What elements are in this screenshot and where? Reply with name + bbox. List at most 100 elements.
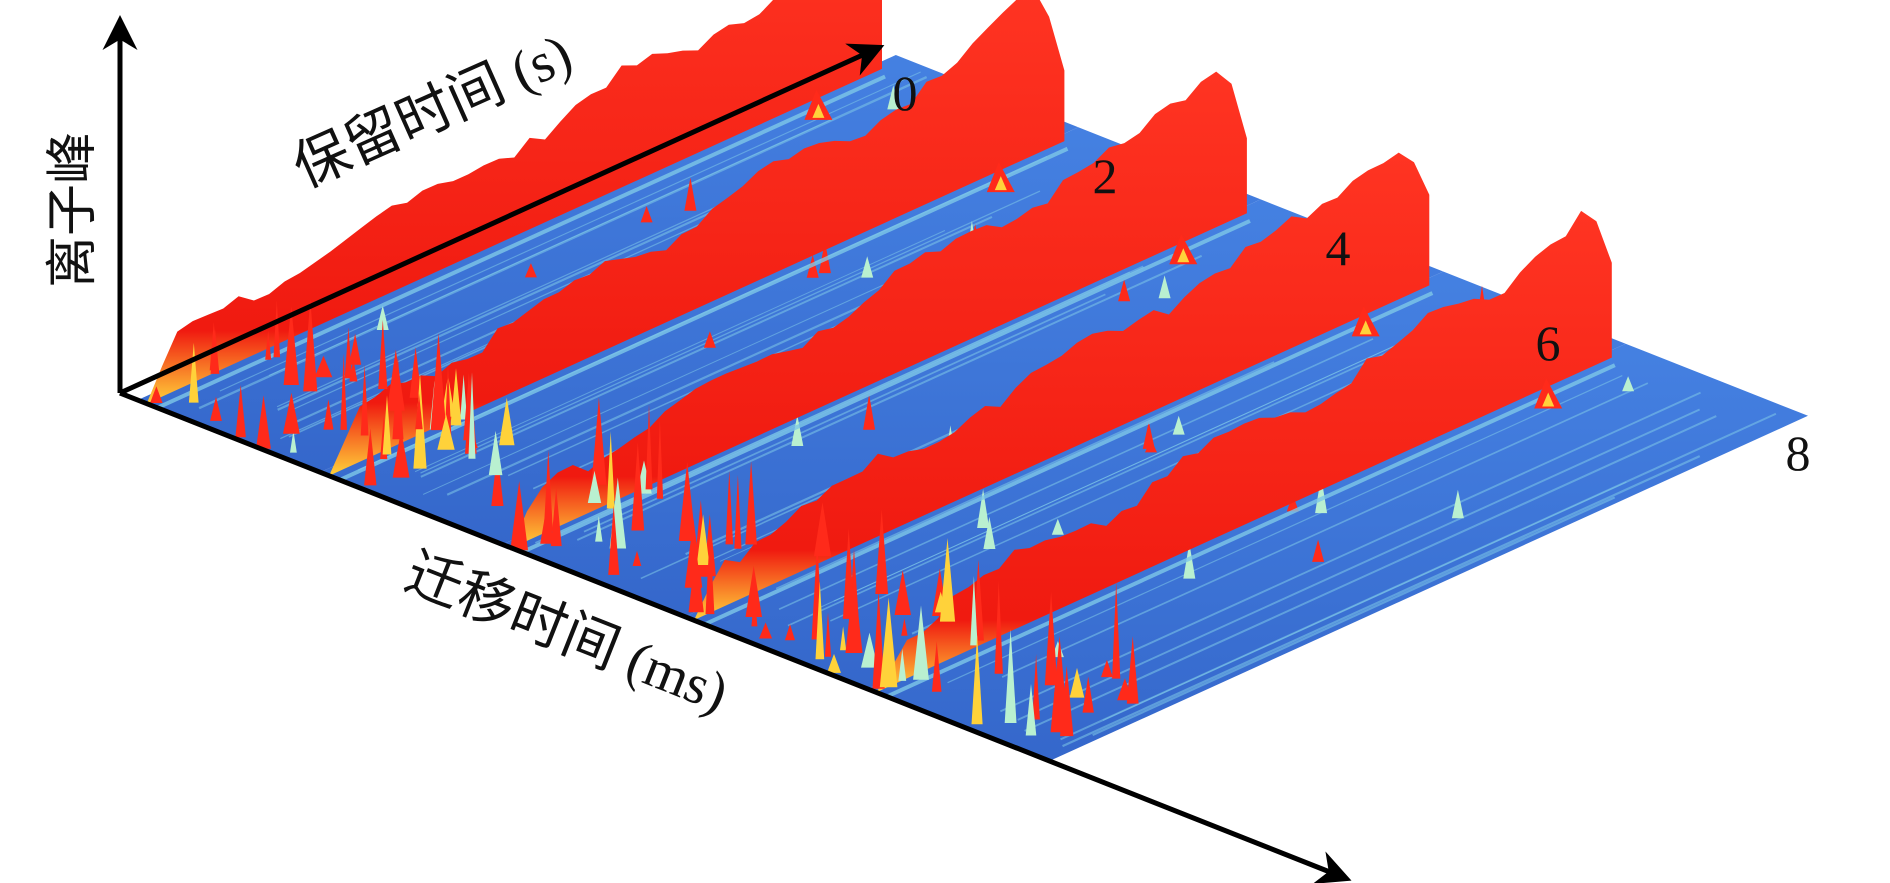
front-spike — [450, 368, 462, 426]
slice-streak — [1024, 415, 1717, 732]
front-spike — [939, 538, 956, 622]
front-spike — [437, 414, 455, 450]
front-spike — [210, 396, 222, 421]
retention-ridge — [876, 210, 1612, 693]
front-spike — [913, 605, 929, 680]
front-spike — [934, 591, 947, 613]
slice-streak — [775, 361, 1275, 590]
minor-peak — [887, 85, 900, 110]
ridge-base-streak — [521, 219, 1251, 554]
front-spike — [510, 481, 528, 551]
front-spike — [840, 626, 847, 651]
slice-plane — [867, 343, 1808, 761]
retention-ridge — [694, 152, 1430, 620]
front-spike — [1126, 636, 1139, 704]
series-label: 4 — [1326, 220, 1351, 276]
minor-peak — [1158, 275, 1171, 299]
slice-streak — [576, 254, 1203, 541]
front-spike — [688, 548, 704, 613]
slice-streak — [1092, 496, 1616, 737]
front-spike — [745, 461, 757, 545]
front-spike — [460, 374, 468, 420]
retention-ridge — [511, 71, 1247, 548]
slice-streak — [947, 375, 1623, 684]
front-spike — [340, 353, 347, 430]
front-spike — [587, 470, 602, 503]
front-spike — [382, 395, 392, 455]
slice-streak — [1060, 412, 1777, 741]
front-spike — [150, 386, 163, 403]
front-spike — [1069, 667, 1085, 698]
front-spike — [364, 428, 377, 486]
front-spike — [970, 576, 978, 646]
front-spike — [303, 299, 318, 392]
front-spike — [1117, 678, 1133, 701]
front-spike — [550, 487, 562, 547]
minor-peak — [1142, 421, 1155, 449]
front-spike — [392, 429, 410, 478]
minor-peak — [977, 489, 990, 528]
front-spike — [349, 359, 358, 382]
ridge-base-streak — [886, 363, 1616, 699]
front-spike — [1044, 591, 1058, 686]
minor-peak — [1315, 476, 1328, 514]
front-spike — [842, 528, 855, 619]
retention-ridge — [329, 0, 1065, 476]
front-spike — [813, 502, 832, 557]
front-spike — [209, 322, 218, 371]
front-spike — [875, 509, 889, 594]
front-spike — [931, 641, 942, 692]
front-spike — [540, 503, 554, 544]
front-spike — [1032, 654, 1040, 720]
minor-peak — [1118, 279, 1131, 302]
front-spike — [256, 395, 271, 449]
front-spike — [994, 580, 1003, 674]
front-spike — [392, 357, 404, 440]
hot-spot-core — [994, 176, 1007, 191]
z-axis-label: 离子峰 — [45, 132, 102, 288]
front-spike — [901, 618, 908, 636]
front-spike — [872, 590, 885, 689]
minor-peak — [1451, 489, 1464, 519]
front-spike — [1025, 683, 1037, 736]
front-spike — [409, 347, 422, 398]
front-spike — [827, 653, 841, 673]
slice-streak — [198, 75, 928, 410]
front-spike — [378, 319, 388, 389]
front-spike — [468, 372, 476, 459]
minor-peak — [861, 256, 874, 278]
series-label: 6 — [1536, 315, 1561, 371]
minor-peak — [863, 394, 876, 430]
series-labels: 0 2 4 6 8 — [893, 65, 1811, 481]
front-spike — [273, 300, 281, 358]
front-spike — [631, 442, 645, 531]
minor-peak — [684, 177, 697, 211]
front-spike — [591, 397, 607, 485]
slice-streak — [268, 118, 833, 377]
minor-peak — [791, 415, 804, 446]
front-spike — [861, 632, 878, 668]
y-axis-arrow — [118, 43, 885, 396]
slice-streak — [219, 71, 921, 392]
front-spike — [971, 635, 983, 725]
minor-peak — [640, 206, 653, 223]
front-spike — [734, 474, 742, 549]
front-spike — [1082, 676, 1094, 713]
front-spike — [759, 622, 773, 639]
front-spike — [283, 392, 300, 434]
front-spike — [824, 612, 832, 657]
slice-streak — [1001, 382, 1649, 678]
front-spike — [430, 333, 447, 431]
front-spike — [314, 355, 333, 378]
slice-streak — [1062, 455, 1701, 748]
series-label: 8 — [1786, 425, 1811, 481]
minor-peak — [1622, 376, 1635, 392]
front-spike — [1050, 636, 1069, 733]
front-spike — [1112, 580, 1121, 679]
front-spike — [344, 327, 353, 379]
minor-peak — [524, 263, 537, 278]
front-spike — [1004, 629, 1017, 723]
front-spike — [784, 624, 795, 641]
hot-spot-core — [1359, 320, 1372, 335]
series-label: 2 — [1093, 148, 1118, 204]
